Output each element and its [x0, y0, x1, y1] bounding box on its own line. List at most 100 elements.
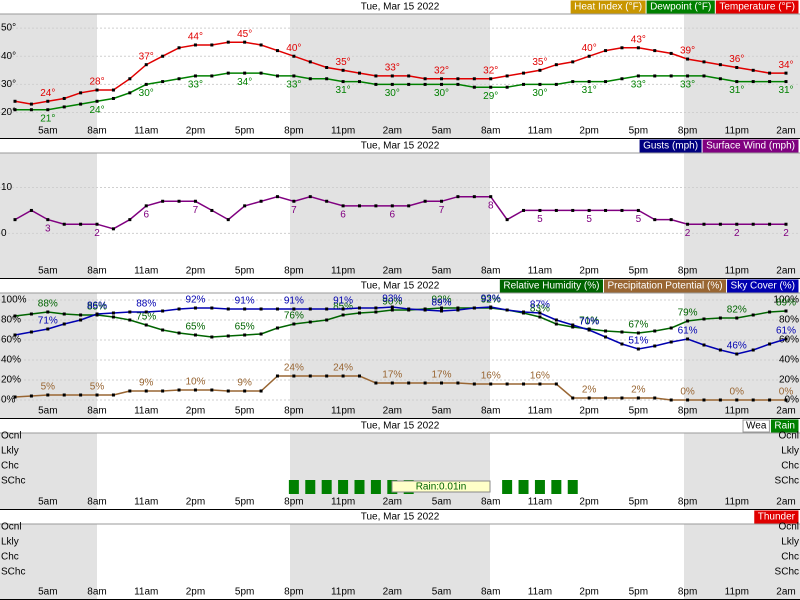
data-label: 40° — [286, 43, 301, 54]
data-point — [95, 88, 99, 92]
data-label: 33° — [188, 80, 203, 91]
x-tick-label: 11pm — [725, 497, 749, 508]
data-point — [111, 393, 115, 397]
data-point — [784, 222, 788, 226]
data-point — [243, 40, 247, 44]
x-tick-label: 8am — [481, 587, 500, 598]
x-tick-label: 8pm — [678, 406, 697, 417]
data-point — [292, 74, 296, 78]
x-tick-label: 11am — [134, 126, 158, 137]
data-point — [636, 74, 640, 78]
x-tick-label: 11am — [134, 497, 158, 508]
data-label: 33° — [385, 63, 400, 74]
y-tick-label: 100% — [1, 295, 27, 306]
data-label: 8 — [488, 200, 494, 211]
data-point — [62, 312, 66, 316]
data-label: 65% — [185, 322, 205, 333]
data-point — [554, 208, 558, 212]
data-label: 87% — [530, 300, 550, 311]
data-point — [275, 74, 279, 78]
data-point — [440, 381, 444, 385]
data-point — [768, 80, 772, 84]
data-point — [79, 318, 83, 322]
data-point — [46, 99, 50, 103]
data-point — [423, 199, 427, 203]
data-point — [341, 80, 345, 84]
x-tick-label: 11pm — [331, 406, 355, 417]
y-tick-label: 40% — [779, 355, 799, 366]
data-point — [144, 323, 148, 327]
data-label: 3 — [45, 223, 51, 234]
x-tick-label: 11am — [134, 266, 158, 277]
data-point — [522, 71, 526, 75]
legend-label: Precipitation Potential (%) — [607, 281, 722, 292]
x-tick-label: 5am — [432, 406, 451, 417]
night-shade — [290, 524, 490, 600]
data-point — [128, 91, 132, 95]
legend-box — [499, 279, 603, 293]
y-level-label: Lkly — [1, 446, 19, 457]
data-label: 91% — [284, 296, 304, 307]
data-point — [505, 85, 509, 89]
x-tick-label: 8am — [481, 266, 500, 277]
y-tick-label: 0% — [785, 395, 800, 406]
data-point — [308, 320, 312, 324]
data-point — [161, 328, 165, 332]
data-point — [390, 308, 394, 312]
series-line — [15, 72, 786, 111]
x-tick-label: 5pm — [629, 406, 648, 417]
data-point — [440, 306, 444, 310]
data-point — [784, 80, 788, 84]
x-tick-label: 11pm — [331, 497, 355, 508]
data-point — [341, 204, 345, 208]
data-label: 31° — [582, 85, 597, 96]
data-point — [423, 381, 427, 385]
data-point — [46, 327, 50, 331]
data-point — [407, 82, 411, 86]
level-block — [518, 480, 529, 494]
x-tick-label: 5pm — [235, 406, 254, 417]
level-block — [288, 480, 299, 494]
data-point — [423, 82, 427, 86]
data-point — [193, 388, 197, 392]
data-point — [62, 96, 66, 100]
data-point — [390, 305, 394, 309]
y-level-label: Chc — [781, 461, 799, 472]
data-label: 91% — [235, 296, 255, 307]
data-label: 37° — [139, 51, 154, 62]
y-tick-label: 60% — [1, 335, 21, 346]
data-point — [620, 77, 624, 81]
data-point — [686, 57, 690, 61]
data-label: 45° — [237, 29, 252, 40]
data-point — [604, 335, 608, 339]
data-point — [128, 310, 132, 314]
series-line — [14, 307, 787, 338]
data-point — [79, 102, 83, 106]
data-point — [128, 77, 132, 81]
data-point — [472, 195, 476, 199]
y-tick-label: 30° — [1, 79, 16, 90]
data-point — [341, 307, 345, 311]
data-point — [292, 54, 296, 58]
x-tick-label: 11pm — [331, 587, 355, 598]
data-label: 30° — [434, 88, 449, 99]
data-point — [489, 195, 493, 199]
data-point — [161, 389, 165, 393]
data-point — [292, 322, 296, 326]
data-point — [308, 60, 312, 64]
data-label: 30° — [139, 88, 154, 99]
data-point — [144, 63, 148, 67]
data-point — [161, 199, 165, 203]
data-point — [111, 88, 115, 92]
data-point — [193, 74, 197, 78]
data-label: 43° — [631, 34, 646, 45]
data-label: 28° — [89, 77, 104, 88]
legend-box — [715, 0, 799, 14]
x-tick-label: 5pm — [235, 497, 254, 508]
data-label: 7 — [439, 205, 445, 216]
data-label: 24° — [89, 105, 104, 116]
data-point — [522, 208, 526, 212]
data-label: 17% — [382, 370, 402, 381]
x-tick-label: 11am — [528, 266, 552, 277]
y-level-label: Lkly — [1, 537, 19, 548]
